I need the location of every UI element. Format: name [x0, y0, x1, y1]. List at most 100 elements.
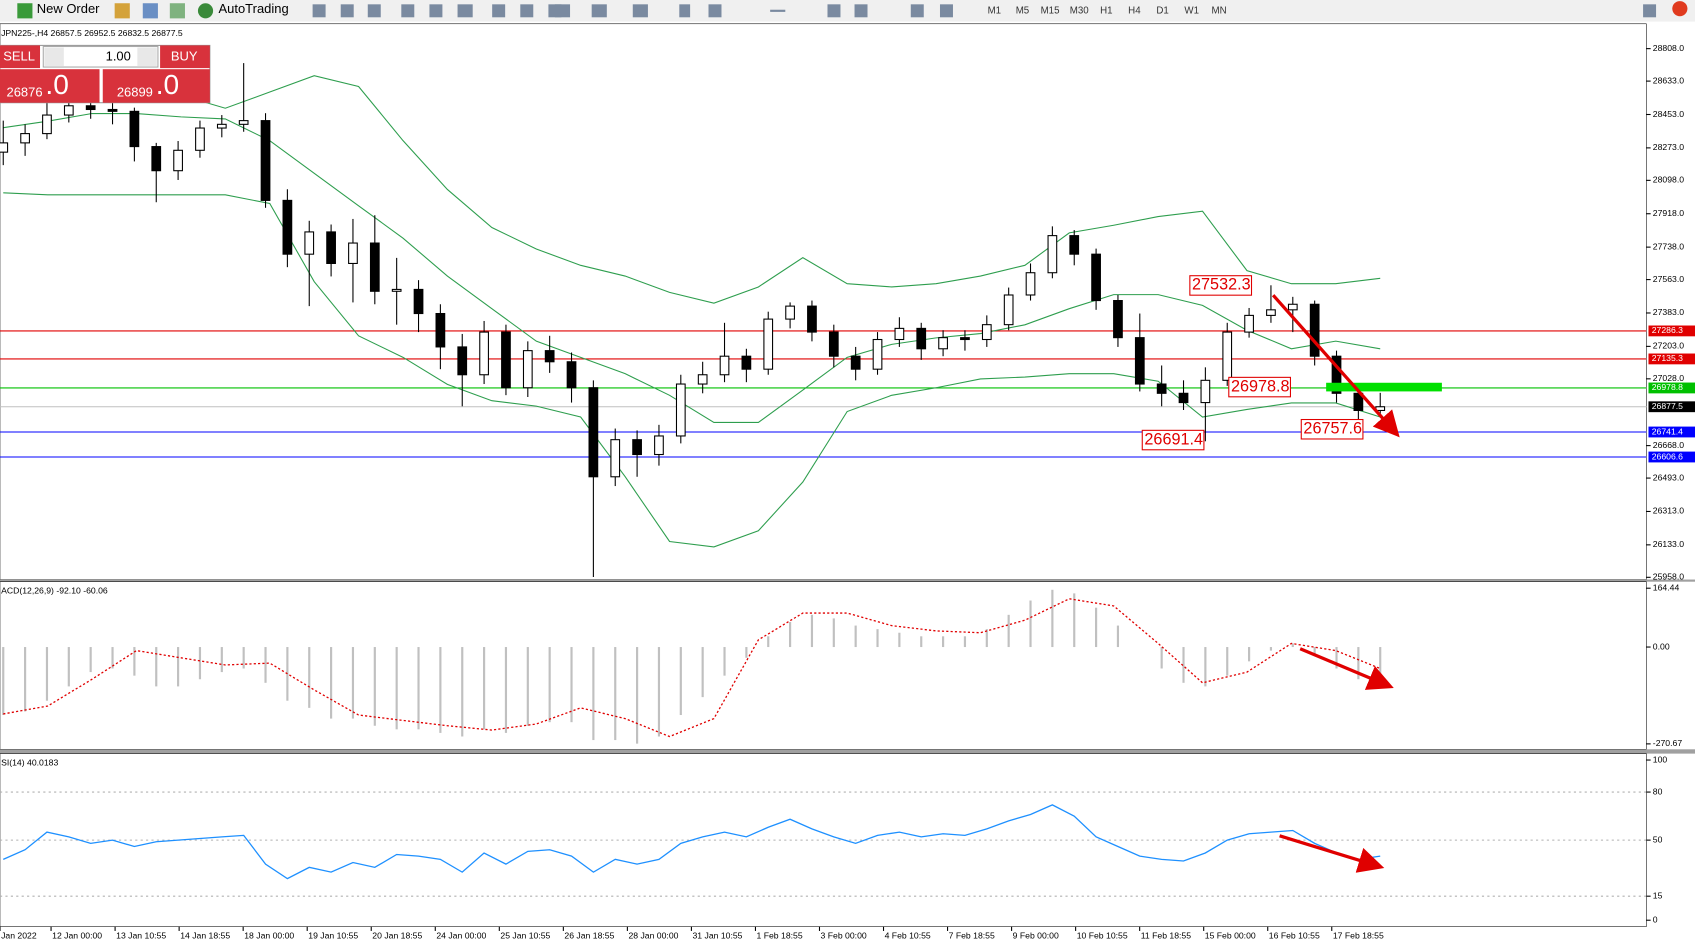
candle-body: [173, 149, 183, 172]
y-tick-label: 50: [1653, 834, 1663, 844]
macd-bar: [898, 632, 901, 648]
icon[interactable]: [457, 4, 473, 18]
ask-big[interactable]: .0: [156, 69, 179, 100]
candle-body: [981, 324, 992, 341]
bollinger-middle: [3, 112, 1381, 423]
macd-bar: [1160, 647, 1163, 669]
macd-bar: [1379, 647, 1382, 680]
candle-body: [1244, 314, 1254, 333]
macd-bar: [985, 629, 988, 648]
macd-bar: [963, 636, 967, 648]
timeframe[interactable]: M30: [1070, 5, 1090, 16]
icon[interactable]: [142, 3, 158, 19]
icon[interactable]: [708, 4, 722, 18]
macd-bar: [789, 621, 792, 648]
buy-price-box[interactable]: [102, 69, 210, 103]
buy-button[interactable]: [160, 45, 210, 69]
y-tick-label: 28633.0: [1653, 75, 1684, 85]
rsi-arrow: [1279, 834, 1385, 873]
candle-body: [282, 199, 293, 255]
candle-body: [566, 361, 577, 389]
timeframe[interactable]: M5: [1016, 5, 1030, 16]
level-label-bg: [1648, 426, 1695, 438]
new-order-icon[interactable]: [17, 3, 33, 19]
icon[interactable]: [492, 4, 506, 18]
candle-body: [1091, 253, 1101, 302]
timeframe[interactable]: MN: [1211, 5, 1226, 16]
icon[interactable]: [429, 4, 443, 18]
sell-label[interactable]: SELL: [3, 49, 35, 64]
candle-body: [1025, 272, 1036, 296]
level-label-bg: [1648, 401, 1695, 413]
icon[interactable]: [520, 4, 534, 18]
icon[interactable]: [854, 4, 868, 18]
icon[interactable]: [939, 4, 953, 18]
icon[interactable]: [114, 3, 130, 19]
timeframe[interactable]: H4: [1128, 5, 1141, 16]
icon[interactable]: [554, 4, 571, 18]
timeframe[interactable]: M1: [988, 5, 1002, 16]
annotation: 27532.3: [1192, 276, 1251, 294]
macd-bar: [155, 647, 158, 687]
candle-body: [1200, 379, 1211, 404]
macd-bar: [592, 647, 595, 741]
y-tick-label: 15: [1653, 890, 1663, 900]
volume-up[interactable]: [137, 47, 157, 66]
icon[interactable]: [632, 4, 648, 18]
icon[interactable]: [591, 4, 607, 18]
timeframe[interactable]: M15: [1041, 5, 1060, 16]
timeframe[interactable]: W1: [1184, 5, 1199, 16]
notification-icon[interactable]: [1672, 1, 1688, 17]
zone-bar: [1326, 382, 1442, 392]
volume-down[interactable]: [44, 47, 64, 66]
icon[interactable]: [770, 9, 786, 12]
sell-button[interactable]: [0, 45, 41, 69]
level-label: 26741.4: [1652, 426, 1683, 436]
icon[interactable]: [401, 4, 415, 18]
icon[interactable]: [827, 4, 841, 18]
macd-bar: [395, 647, 398, 730]
annotation: 26757.6: [1303, 420, 1362, 438]
separator: [0, 579, 1695, 582]
y-tick-label: 0: [1653, 914, 1658, 924]
icon[interactable]: [367, 4, 381, 18]
x-tick-label: 17 Feb 18:55: [1333, 931, 1384, 941]
candle-body: [391, 288, 402, 292]
new-order[interactable]: New Order: [37, 1, 100, 16]
level-label: 27135.3: [1652, 353, 1683, 363]
volume-box[interactable]: [42, 45, 159, 68]
bid-big[interactable]: .0: [45, 69, 68, 100]
candle-body: [654, 435, 664, 456]
timeframe[interactable]: D1: [1156, 5, 1168, 16]
icon[interactable]: [340, 4, 354, 18]
candle-body: [63, 105, 74, 116]
icon[interactable]: [679, 4, 691, 18]
candle-body: [828, 331, 839, 357]
macd-bar: [526, 647, 529, 726]
autotrading-icon[interactable]: [197, 3, 214, 19]
y-tick-label: 27028.0: [1653, 373, 1684, 383]
candle-body: [960, 337, 970, 341]
search-icon[interactable]: [1643, 4, 1657, 18]
icon[interactable]: [169, 3, 185, 19]
x-tick-label: Jan 2022: [1, 931, 37, 941]
bid[interactable]: 26876: [6, 84, 42, 99]
candle-body: [369, 242, 380, 292]
candle-body: [1003, 294, 1014, 326]
macd-bar: [89, 647, 92, 673]
icon[interactable]: [910, 4, 924, 18]
x-tick-label: 7 Feb 18:55: [949, 931, 995, 941]
macd-bar: [548, 647, 551, 723]
macd-bar: [1073, 593, 1076, 648]
timeframe[interactable]: H1: [1100, 5, 1112, 16]
macd-bar: [679, 647, 682, 716]
autotrading[interactable]: AutoTrading: [219, 1, 289, 16]
icon[interactable]: [312, 4, 326, 18]
ask[interactable]: 26899: [117, 84, 153, 99]
buy-label[interactable]: BUY: [171, 49, 198, 64]
candle-body: [938, 337, 948, 350]
volume[interactable]: 1.00: [106, 49, 131, 64]
macd-bar: [1204, 647, 1207, 687]
sell-price-box[interactable]: [0, 69, 100, 103]
x-tick-label: 14 Jan 18:55: [180, 931, 230, 941]
